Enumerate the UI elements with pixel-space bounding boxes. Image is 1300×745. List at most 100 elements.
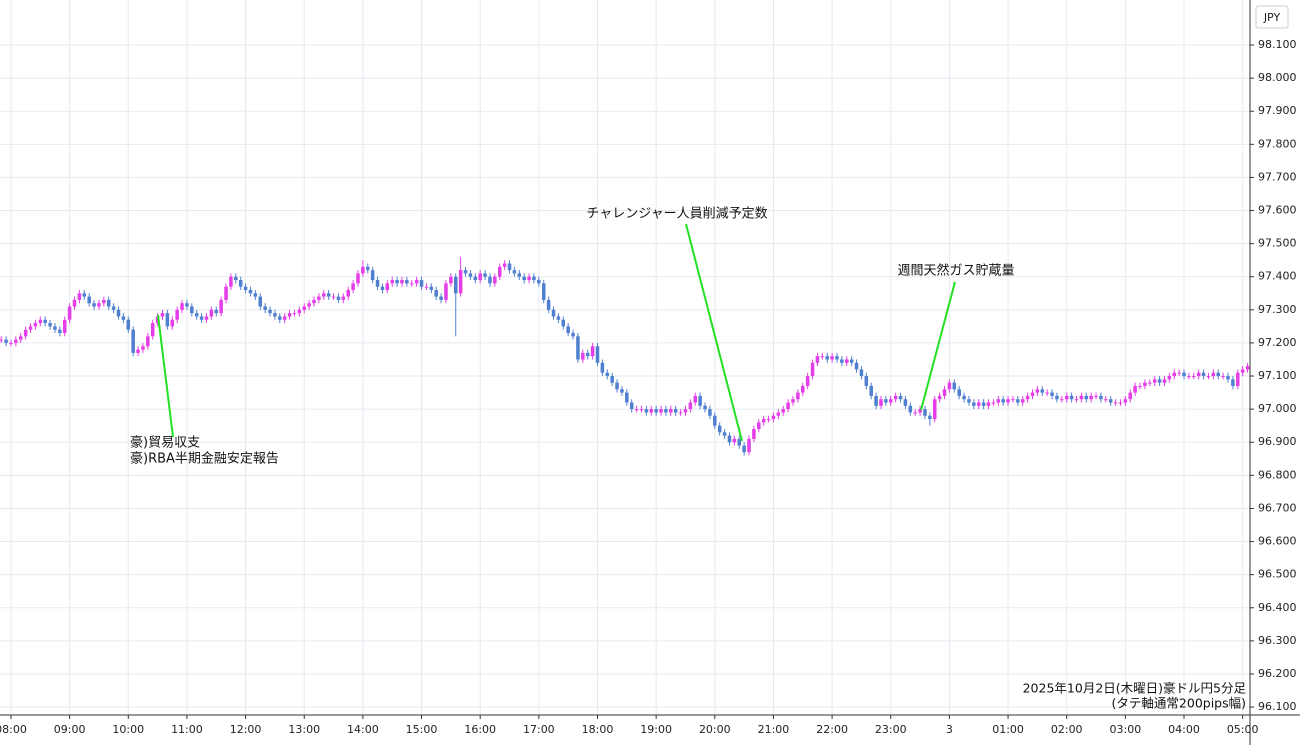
x-tick-label: 10:00 <box>112 723 144 736</box>
y-tick-label: 97.000 <box>1258 402 1297 415</box>
y-tick-label: 96.800 <box>1258 468 1297 481</box>
annotation-line <box>157 314 174 438</box>
candle-body <box>317 296 321 300</box>
candle-body <box>497 266 502 277</box>
candle-body <box>307 303 311 307</box>
candle-body <box>322 293 326 297</box>
x-tick-label: 09:00 <box>54 723 86 736</box>
candle-body <box>336 296 341 300</box>
x-tick-label: 13:00 <box>288 723 320 736</box>
x-tick-label: 21:00 <box>758 723 790 736</box>
x-tick-label: 18:00 <box>582 723 614 736</box>
candle-body <box>62 319 67 334</box>
candle-body <box>796 392 800 400</box>
y-tick-label: 97.400 <box>1258 270 1297 283</box>
x-tick-label: 14:00 <box>347 723 379 736</box>
candle-body <box>1001 399 1005 403</box>
currency-box <box>1255 5 1289 29</box>
candle-body <box>678 412 683 414</box>
candle-body <box>1177 372 1181 374</box>
candle-body <box>585 352 590 357</box>
candle-body <box>282 316 287 320</box>
candle-body <box>439 296 443 300</box>
candle-body <box>72 299 77 307</box>
candle-body <box>287 313 292 317</box>
candle-body <box>962 395 966 400</box>
candle-body <box>331 296 336 298</box>
candle-body <box>385 283 390 290</box>
currency-label: JPY <box>1263 11 1281 24</box>
candle-body <box>126 319 131 330</box>
y-tick-label: 96.900 <box>1258 435 1297 448</box>
candle-body <box>967 399 971 403</box>
candle-body <box>1030 392 1035 396</box>
annotation: 豪)RBA半期金融安定報告 <box>130 451 279 467</box>
candle-body <box>620 389 624 393</box>
annotation: 週間天然ガス貯蔵量 <box>897 263 1014 279</box>
candle-body <box>898 395 903 400</box>
y-tick-label: 97.700 <box>1258 170 1297 183</box>
y-tick-label: 96.100 <box>1258 700 1297 713</box>
candle-body <box>864 376 869 386</box>
candle-body <box>1201 372 1206 377</box>
candle-body <box>893 395 898 400</box>
candle-body <box>449 276 453 284</box>
axis-labels: 96.100 96.200 96.300 96.400 96.500 96.600 96.7… <box>0 38 1297 736</box>
candle-body <box>595 346 600 363</box>
candle-body <box>185 303 189 307</box>
candle-body <box>727 435 732 443</box>
x-tick-label: 01:00 <box>992 723 1024 736</box>
candle-body <box>757 422 761 429</box>
x-tick-label: 03:00 <box>1110 723 1142 736</box>
candle-body <box>928 415 932 420</box>
candle-body <box>903 399 908 406</box>
candle-body <box>424 286 429 288</box>
candle-body <box>918 409 922 413</box>
candle-body <box>390 280 394 284</box>
candle-body <box>820 356 825 358</box>
y-tick-label: 96.200 <box>1258 667 1297 680</box>
candle-body <box>297 309 302 314</box>
candle-body <box>502 263 507 267</box>
candle-body <box>463 270 468 274</box>
candle-body <box>986 402 991 406</box>
candle-body <box>375 280 380 287</box>
candle-body <box>590 346 595 357</box>
candle-body <box>410 283 414 285</box>
candle-body <box>776 412 781 416</box>
candle-body <box>732 438 737 443</box>
candle-body <box>771 415 776 420</box>
candle-body <box>1172 372 1177 377</box>
candle-body <box>507 263 512 271</box>
candle-body <box>747 438 751 453</box>
candle-body <box>458 270 463 294</box>
candle-body <box>923 409 927 416</box>
candle-body <box>659 409 663 413</box>
x-tick-label: 23:00 <box>875 723 907 736</box>
candle-body <box>273 313 277 317</box>
candle-body <box>292 313 297 315</box>
candle-body <box>419 280 424 287</box>
candle-body <box>981 402 986 406</box>
candle-body <box>1094 395 1098 397</box>
candle-body <box>405 280 409 284</box>
y-tick-label: 97.800 <box>1258 137 1297 150</box>
candle-body <box>1060 399 1064 401</box>
candle-body <box>908 405 913 413</box>
candle-body <box>634 409 639 411</box>
candle-body <box>194 313 199 317</box>
candle-body <box>835 356 839 360</box>
x-tick-label: 15:00 <box>406 723 438 736</box>
candle-body <box>991 402 996 404</box>
candle-body <box>97 303 101 307</box>
candle-body <box>976 402 981 406</box>
candle-body <box>1020 399 1025 403</box>
candle-body <box>77 293 82 300</box>
candle-body <box>625 392 629 403</box>
candle-body <box>341 296 346 300</box>
y-tick-label: 96.500 <box>1258 568 1297 581</box>
candle-body <box>380 286 385 290</box>
candle-body <box>302 306 306 310</box>
candle-body <box>312 299 316 304</box>
candle-body <box>688 402 693 410</box>
